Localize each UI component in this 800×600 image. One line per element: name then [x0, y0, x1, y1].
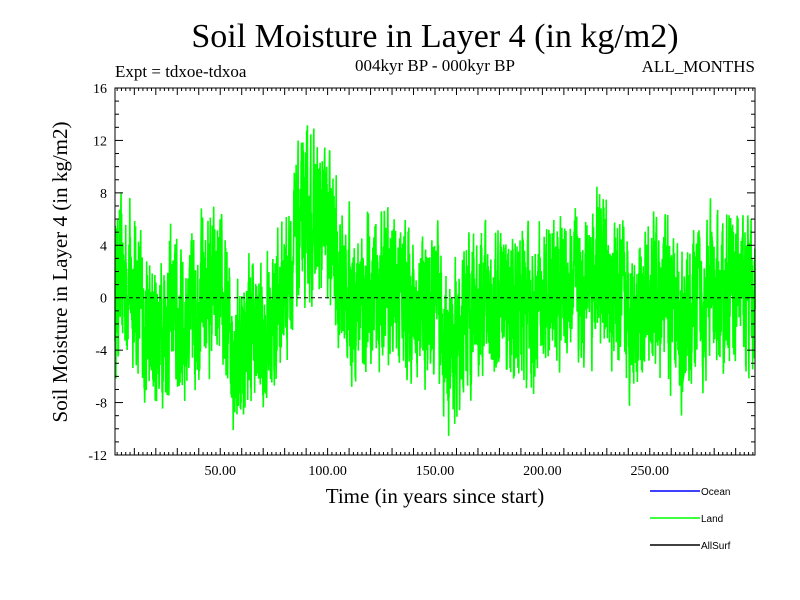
expt-label: Expt = tdxoe-tdxoa [115, 62, 247, 81]
land-series-line [114, 125, 756, 436]
y-tick-label: -12 [88, 449, 107, 464]
legend-ocean-label: Ocean [701, 487, 730, 498]
legend-allsurf-label: AllSurf [701, 541, 731, 552]
plot-area: 50.00 100.00 150.00 200.00 250.00 -12 -8 -4 0 4 8 1… [88, 82, 756, 479]
legend-land-label: Land [701, 514, 723, 525]
y-tick-label: -8 [95, 397, 107, 412]
months-label: ALL_MONTHS [642, 57, 755, 76]
y-tick-label: 16 [93, 82, 107, 97]
x-tick-label: 250.00 [631, 464, 670, 479]
y-tick-label: 8 [100, 187, 107, 202]
x-axis-label: Time (in years since start) [326, 484, 545, 508]
x-tick-label: 100.00 [308, 464, 347, 479]
y-tick-label: -4 [95, 344, 107, 359]
y-axis-label: Soil Moisture in Layer 4 (in kg/m2) [48, 122, 72, 423]
legend: Ocean Land AllSurf [650, 487, 731, 552]
x-tick-label: 150.00 [416, 464, 455, 479]
y-tick-label: 12 [93, 134, 107, 149]
x-tick-label: 200.00 [523, 464, 562, 479]
chart-title: Soil Moisture in Layer 4 (in kg/m2) [191, 18, 678, 55]
period-label: 004kyr BP - 000kyr BP [355, 56, 515, 75]
y-tick-label: 4 [100, 239, 107, 254]
x-tick-label: 50.00 [204, 464, 236, 479]
y-tick-label: 0 [100, 292, 107, 307]
